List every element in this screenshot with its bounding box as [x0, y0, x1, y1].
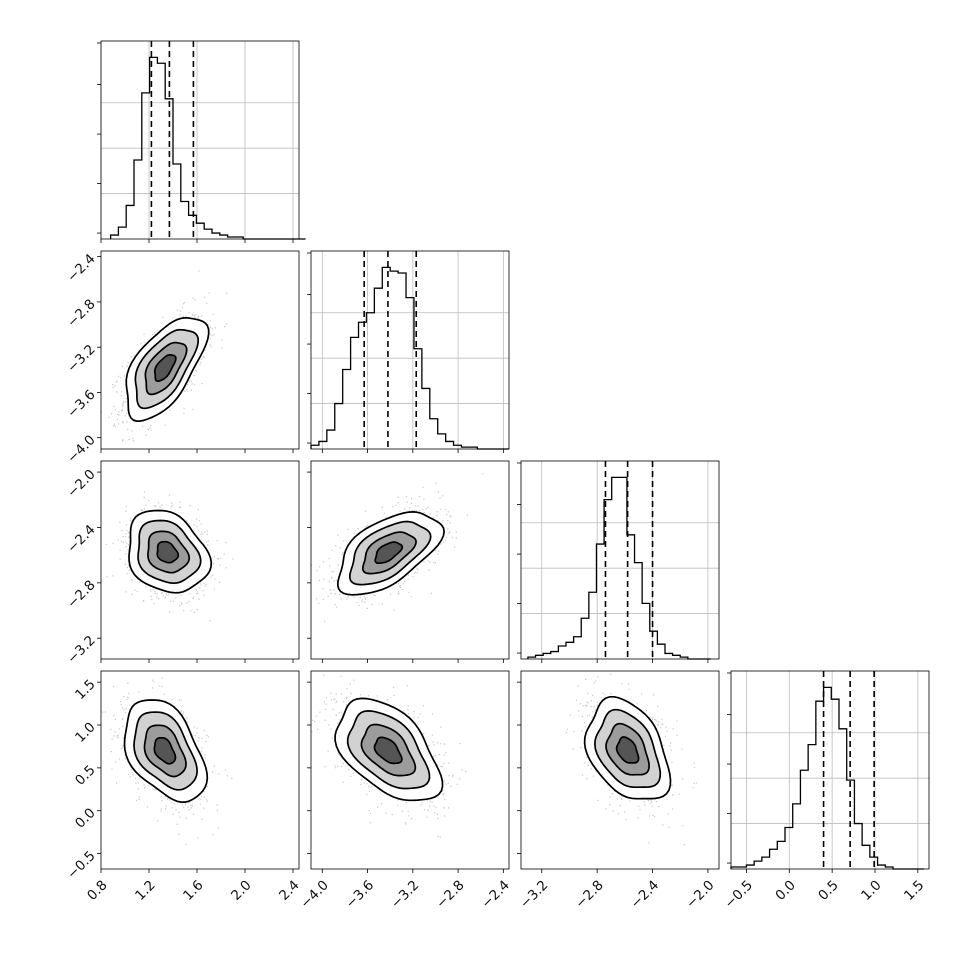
- density-content: [311, 473, 484, 622]
- density-content: [101, 677, 233, 845]
- x-tick-label: 1.0: [858, 877, 885, 904]
- panel-frame: [100, 460, 300, 660]
- density-panel: [100, 670, 300, 870]
- contour-line: [605, 722, 650, 776]
- x-tick-label: −2.0: [683, 877, 717, 911]
- contour-line: [361, 531, 417, 575]
- panel-frame: [310, 250, 510, 450]
- histogram-panel: [100, 40, 306, 240]
- x-tick-label: −2.4: [478, 877, 512, 911]
- x-tick-label: −2.8: [433, 877, 467, 911]
- x-tick-label: 1.2: [132, 877, 159, 904]
- density-panel: [100, 250, 300, 450]
- x-tick-label: 2.0: [228, 877, 255, 904]
- y-tick-label: −3.2: [64, 342, 98, 376]
- x-tick-label: −3.2: [517, 877, 551, 911]
- y-tick-label: −3.2: [64, 633, 98, 667]
- contour-line: [153, 354, 177, 383]
- contour-line: [594, 708, 662, 789]
- contour-line: [336, 511, 445, 596]
- contour-line: [147, 530, 191, 574]
- x-tick-label: −4.0: [297, 877, 331, 911]
- density-panel: [100, 460, 300, 660]
- y-tick-label: −2.4: [64, 251, 98, 285]
- panel-frame: [520, 460, 720, 660]
- panel-frame: [310, 460, 510, 660]
- y-tick-label: −0.5: [64, 848, 98, 882]
- x-tick-label: 0.5: [815, 877, 842, 904]
- contour-line: [348, 520, 432, 586]
- x-tick-label: 0.8: [84, 877, 111, 904]
- x-tick-label: −3.6: [343, 877, 377, 911]
- y-tick-label: 0.5: [72, 762, 99, 789]
- histogram-panel: [310, 250, 510, 450]
- density-content: [311, 674, 467, 838]
- contour-line: [374, 541, 404, 565]
- density-content: [101, 491, 234, 622]
- y-tick-label: −2.4: [64, 522, 98, 556]
- histogram-step: [310, 266, 509, 450]
- x-tick-label: −2.4: [628, 877, 662, 911]
- contour-line: [128, 509, 213, 594]
- contour-line: [125, 317, 210, 422]
- x-tick-label: −3.2: [388, 877, 422, 911]
- y-tick-label: −2.8: [64, 577, 98, 611]
- panel-frame: [100, 250, 300, 450]
- panel-frame: [310, 670, 510, 870]
- histogram-panel: [520, 460, 720, 660]
- contour-line: [134, 328, 200, 410]
- contour-line: [143, 724, 187, 778]
- y-tick-label: 1.5: [72, 676, 99, 703]
- contour-line: [137, 519, 202, 585]
- density-panel: [310, 460, 510, 660]
- density-content: [101, 270, 228, 442]
- contour-line: [123, 699, 209, 803]
- contour-line: [133, 711, 198, 791]
- scatter-points: [101, 491, 234, 622]
- x-tick-label: 0.0: [772, 877, 799, 904]
- contour-line: [144, 341, 188, 396]
- y-tick-label: 0.0: [72, 805, 99, 832]
- x-tick-label: −0.5: [722, 877, 756, 911]
- density-panel: [310, 670, 510, 870]
- x-tick-label: −2.8: [572, 877, 606, 911]
- y-tick-label: −3.6: [64, 387, 98, 421]
- panel-frame: [520, 670, 720, 870]
- histogram-step: [527, 476, 711, 660]
- histogram-panel: [730, 670, 930, 870]
- contour-line: [334, 697, 444, 802]
- x-tick-label: 1.5: [901, 877, 928, 904]
- density-panel: [520, 670, 720, 870]
- x-tick-label: 1.6: [180, 877, 207, 904]
- contour-line: [615, 736, 640, 764]
- y-tick-label: −4.0: [64, 432, 98, 466]
- contour-line: [153, 736, 177, 765]
- contour-line: [583, 695, 672, 800]
- density-content: [565, 673, 698, 846]
- panel-frame: [100, 40, 300, 240]
- y-tick-label: −2.8: [64, 296, 98, 330]
- contour-line: [346, 710, 431, 790]
- panel-frame: [730, 670, 930, 870]
- panel-frame: [100, 670, 300, 870]
- contour-line: [373, 736, 403, 765]
- contour-line: [360, 723, 417, 777]
- y-tick-label: 1.0: [72, 719, 99, 746]
- contour-line: [156, 540, 180, 564]
- y-tick-label: −2.0: [64, 466, 98, 500]
